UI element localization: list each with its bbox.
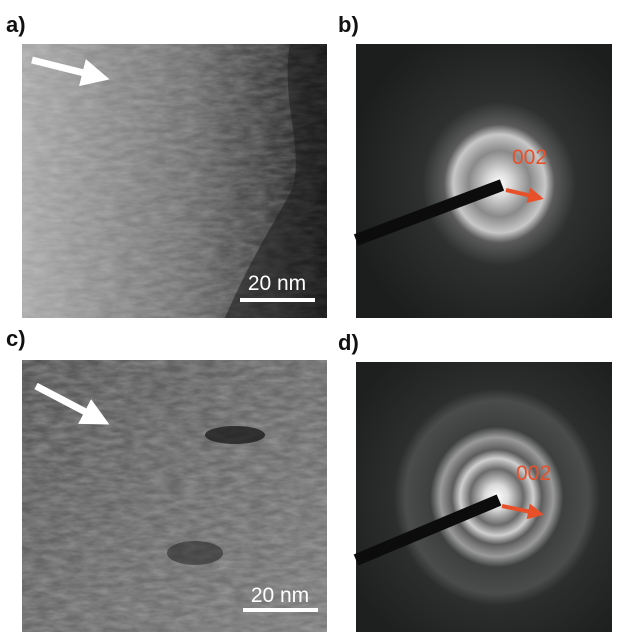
scale-bar-label: 20 nm xyxy=(251,584,309,607)
diffraction-pattern xyxy=(356,44,612,318)
annotation: 002 xyxy=(516,462,551,485)
figure: a) 20 nm b) 002 c) 20 nm d) 002 xyxy=(0,0,627,632)
panel-label: b) xyxy=(338,12,359,37)
scale-bar-label: 20 nm xyxy=(248,272,306,295)
panel-label: a) xyxy=(6,12,26,37)
annotation: 002 xyxy=(512,146,547,169)
diffraction-pattern xyxy=(356,362,612,632)
panel-label: c) xyxy=(6,326,26,351)
panel-label: d) xyxy=(338,330,359,355)
